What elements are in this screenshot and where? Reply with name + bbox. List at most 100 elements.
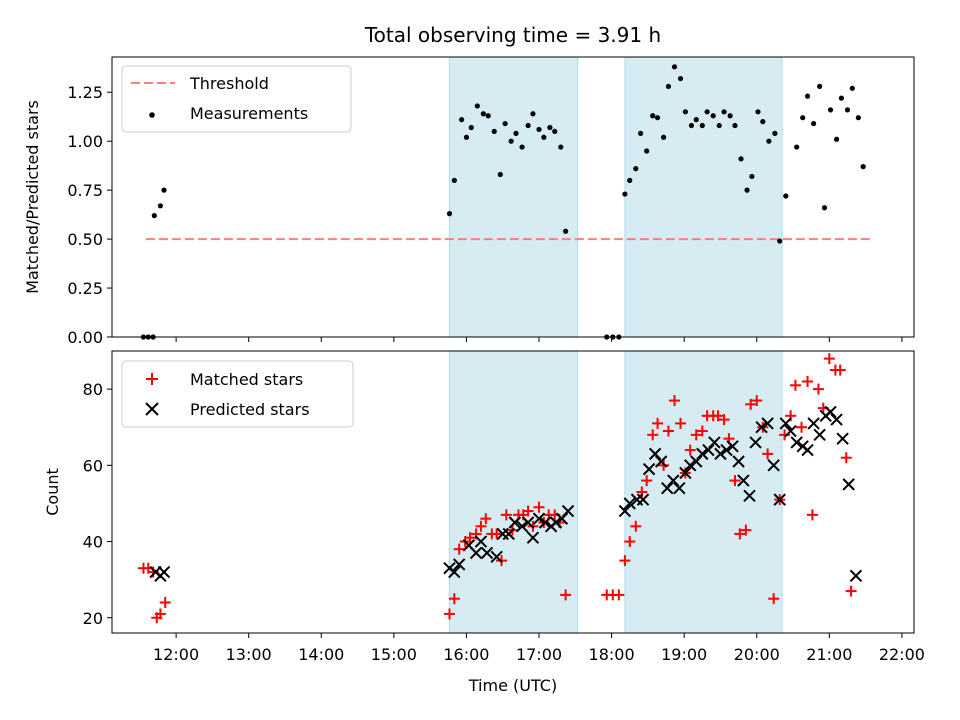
measurement-point [794, 144, 800, 150]
measurement-point [541, 134, 547, 140]
matched-star-marker [762, 448, 774, 460]
predicted-star-marker [849, 569, 863, 583]
measurement-point [547, 124, 553, 131]
matched-star-marker [779, 429, 791, 441]
predicted-star-marker [813, 428, 826, 442]
matched-star-marker [745, 398, 757, 410]
predicted-star-marker [448, 565, 461, 579]
x-tick-label: 12:00 [153, 645, 199, 664]
predicted-star-marker [654, 455, 668, 468]
x-tick-label: 14:00 [298, 645, 344, 664]
matched-star-marker [684, 444, 696, 456]
measurement-point [800, 115, 806, 121]
matched-star-marker [560, 589, 572, 601]
predicted-star-marker [842, 478, 855, 491]
measurement-point [151, 213, 157, 219]
measurement-point [727, 113, 733, 119]
matched-star-marker [630, 520, 642, 532]
predicted-star-marker [474, 535, 488, 548]
measurement-point [622, 191, 628, 197]
matched-star-marker [641, 475, 653, 487]
x-tick-label: 15:00 [371, 645, 417, 664]
matched-star-marker [522, 505, 534, 517]
measurement-point [721, 109, 727, 115]
y-tick-label: 0.00 [67, 328, 103, 347]
predicted-star-marker [623, 497, 636, 510]
predicted-star-marker [452, 558, 466, 571]
y-tick-label: 0.25 [67, 279, 103, 298]
measurement-point [844, 107, 851, 113]
predicted-star-marker [642, 462, 656, 476]
measurement-point [558, 144, 564, 150]
measurement-point [827, 107, 834, 113]
predicted-star-marker [755, 421, 768, 434]
matched-star-marker [712, 410, 724, 422]
matched-star-marker [154, 608, 166, 620]
measurement-point [860, 164, 866, 170]
predicted-star-marker [743, 489, 756, 503]
measurement-point [838, 95, 845, 101]
matched-star-marker [718, 414, 730, 426]
matched-star-marker [613, 589, 625, 601]
measurement-point [682, 109, 688, 115]
predicted-star-marker [801, 443, 814, 457]
measurement-point [513, 130, 519, 136]
predicted-star-markers [149, 405, 863, 583]
predicted-star-marker [636, 493, 650, 506]
matched-star-marker [845, 585, 857, 597]
observing-window-span [448, 350, 579, 634]
legend-threshold-label: Threshold [189, 74, 269, 93]
measurement-point [552, 128, 558, 135]
measurement-point [671, 64, 678, 70]
legend-predicted-label: Predicted stars [190, 400, 310, 419]
measurement-point [855, 115, 861, 121]
matched-star-marker [734, 528, 746, 540]
top-y-ticks: 0.00 0.25 0.50 0.75 1.00 1.25 [67, 83, 112, 347]
y-tick-label: 1.25 [67, 83, 103, 102]
x-axis-label: Time (UTC) [468, 676, 557, 695]
matched-star-marker [533, 501, 545, 513]
measurement-point [810, 120, 817, 127]
predicted-star-marker [708, 436, 721, 449]
predicted-star-marker [508, 516, 522, 529]
measurement-point [161, 187, 167, 193]
predicted-star-marker [538, 516, 552, 529]
measurement-point [677, 75, 684, 82]
matched-star-marker [789, 379, 801, 391]
legend-matched-swatch [146, 373, 158, 385]
measurement-point [804, 93, 811, 99]
measurement-point [157, 203, 163, 209]
predicted-star-marker [784, 424, 797, 438]
matched-star-marker [812, 383, 824, 395]
measurement-point [485, 113, 491, 119]
matched-star-marker [443, 608, 455, 620]
observing-window-span [624, 350, 783, 634]
matched-star-marker [647, 429, 659, 441]
matched-star-marker [448, 593, 460, 605]
predicted-star-marker [714, 447, 727, 461]
predicted-star-marker [515, 520, 529, 533]
predicted-star-marker [790, 436, 803, 449]
measurement-point [638, 130, 644, 136]
predicted-star-marker [469, 546, 483, 560]
legend-measurements-label: Measurements [190, 104, 308, 123]
matched-star-marker [696, 425, 708, 437]
measurement-point [704, 109, 710, 115]
measurement-point [519, 144, 525, 150]
predicted-star-marker [673, 481, 686, 495]
measurement-point [661, 134, 667, 140]
predicted-star-marker [824, 405, 837, 419]
matched-star-marker [768, 593, 780, 605]
bottom-legend: Matched stars Predicted stars [121, 360, 354, 428]
measurement-point [633, 166, 639, 172]
measurement-point [491, 128, 497, 135]
matched-star-marker [834, 364, 846, 376]
predicted-star-marker [490, 550, 503, 563]
top-observing-windows [448, 56, 783, 338]
predicted-star-marker [684, 459, 697, 472]
measurement-point [749, 173, 755, 180]
x-tick-label: 16:00 [443, 645, 489, 664]
top-panel: 0.00 0.25 0.50 0.75 1.00 1.25 Matched/Predict… [23, 56, 915, 347]
